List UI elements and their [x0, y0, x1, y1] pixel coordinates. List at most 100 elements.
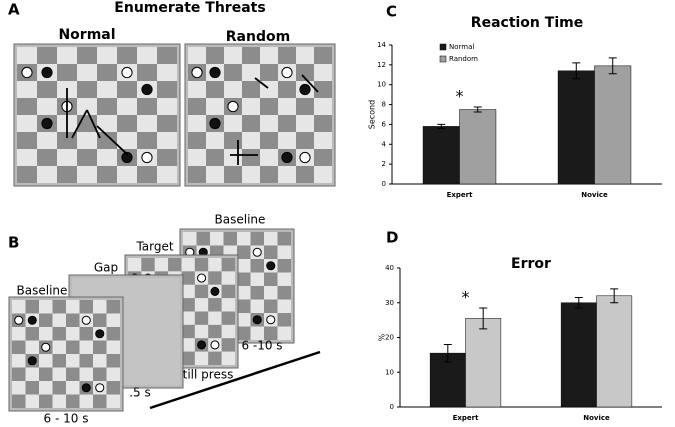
square: [188, 149, 206, 166]
bar: [459, 109, 497, 185]
square: [25, 381, 39, 395]
piece: [209, 66, 221, 79]
square: [52, 394, 66, 408]
square: [242, 81, 260, 98]
square: [221, 284, 235, 299]
square: [181, 284, 195, 299]
square: [181, 311, 195, 325]
square: [52, 367, 66, 381]
square: [181, 298, 195, 312]
piece: [81, 315, 91, 325]
piece: [41, 117, 53, 130]
piece: [121, 66, 133, 79]
square: [264, 286, 278, 300]
square: [25, 300, 39, 314]
square: [260, 166, 278, 183]
square: [93, 367, 107, 381]
square: [137, 166, 157, 183]
square: [106, 394, 120, 408]
square: [278, 98, 296, 115]
square: [52, 340, 66, 354]
square: [17, 132, 37, 149]
square: [206, 149, 224, 166]
square: [117, 115, 137, 132]
square: [260, 132, 278, 149]
square: [183, 232, 197, 246]
square: [237, 259, 251, 273]
square: [242, 47, 260, 64]
square: [12, 354, 26, 368]
square: [106, 367, 120, 381]
square: [250, 299, 264, 313]
square: [278, 81, 296, 98]
boards: [8, 43, 336, 412]
x-tick-label: Expert: [447, 191, 474, 199]
square: [224, 149, 242, 166]
y-axis-label: Second: [368, 100, 377, 129]
square: [52, 300, 66, 314]
y-tick-label: 30: [385, 299, 394, 307]
square: [314, 98, 332, 115]
square: [277, 259, 291, 273]
piece: [41, 342, 51, 352]
error-bar: [437, 123, 446, 129]
square: [106, 354, 120, 368]
square: [93, 313, 107, 327]
square: [250, 232, 264, 246]
square: [25, 367, 39, 381]
square: [221, 324, 235, 339]
square: [37, 47, 57, 64]
piece: [281, 151, 293, 164]
significance: *: [456, 87, 464, 106]
square: [128, 258, 142, 272]
square: [57, 149, 77, 166]
square: [221, 258, 235, 272]
square: [66, 381, 80, 395]
panel-label: D: [386, 229, 398, 247]
square: [37, 98, 57, 115]
square: [117, 98, 137, 115]
square: [250, 326, 264, 340]
legend-swatch: [439, 43, 447, 51]
square: [79, 300, 93, 314]
square: [296, 115, 314, 132]
square: [314, 132, 332, 149]
panel-label: A: [8, 1, 20, 19]
piece: [281, 66, 293, 79]
square: [208, 271, 222, 285]
square: [79, 340, 93, 354]
square: [224, 47, 242, 64]
square: [224, 64, 242, 81]
square: [242, 149, 260, 166]
square: [66, 354, 80, 368]
square: [137, 47, 157, 64]
square: [25, 394, 39, 408]
square: [77, 166, 97, 183]
piece: [197, 340, 207, 350]
square: [250, 286, 264, 300]
y-tick-label: 12: [377, 61, 386, 69]
square: [277, 245, 291, 259]
square: [277, 326, 291, 340]
square: [93, 354, 107, 368]
panel-title: Enumerate Threats: [114, 0, 265, 16]
x-tick-label: Expert: [453, 414, 480, 422]
square: [39, 313, 53, 327]
duration: 6 -10 s: [241, 339, 282, 353]
y-tick-label: 0: [382, 180, 386, 188]
square: [57, 47, 77, 64]
square: [66, 394, 80, 408]
square: [242, 64, 260, 81]
square: [97, 115, 117, 132]
x-tick-label: Novice: [581, 191, 608, 199]
square: [242, 98, 260, 115]
square: [194, 311, 209, 325]
square: [206, 166, 224, 183]
y-tick-label: 8: [382, 101, 386, 109]
time-line: [149, 350, 321, 410]
square: [260, 64, 278, 81]
piece: [121, 151, 133, 164]
square: [278, 132, 296, 149]
square: [39, 367, 53, 381]
duration: .5 s: [129, 386, 151, 400]
